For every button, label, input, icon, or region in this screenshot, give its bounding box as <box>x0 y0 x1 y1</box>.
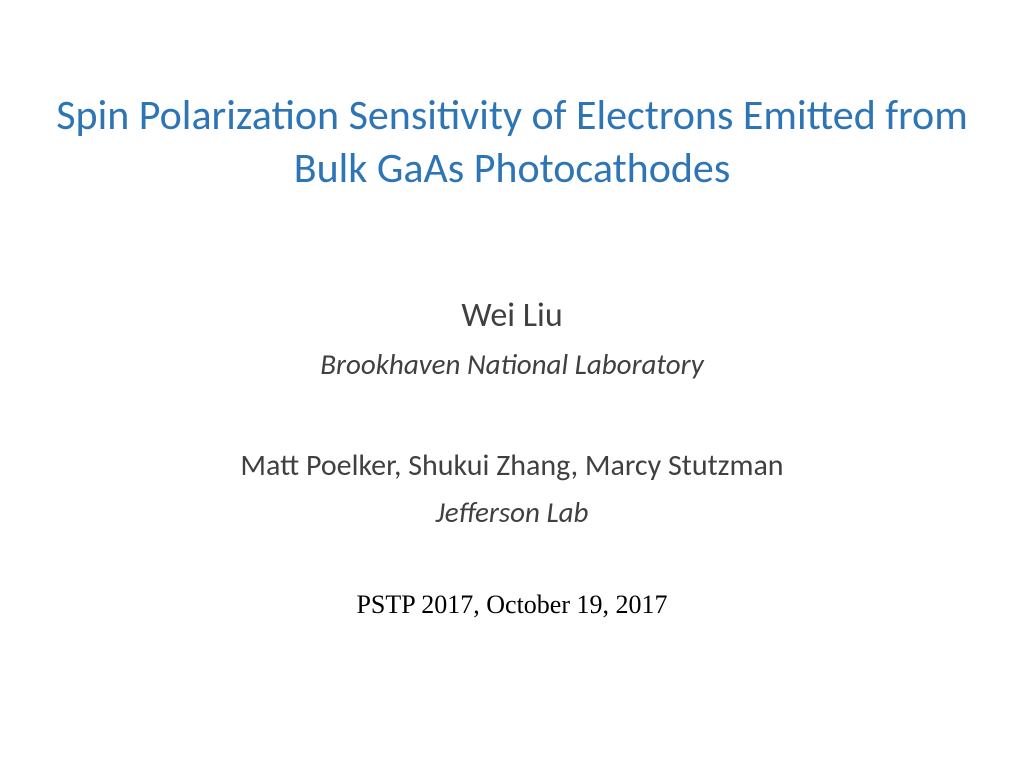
conference-info: PSTP 2017, October 19, 2017 <box>356 590 667 620</box>
slide-container: Spin Polarization Sensitivity of Electro… <box>0 0 1024 768</box>
slide-title: Spin Polarization Sensitivity of Electro… <box>52 90 972 195</box>
presenter-name: Wei Liu <box>461 295 562 336</box>
coauthors-affiliation: Jefferson Lab <box>436 494 589 530</box>
presenter-affiliation: Brookhaven National Laboratory <box>320 346 703 382</box>
coauthors: Matt Poelker, Shukui Zhang, Marcy Stutzm… <box>240 447 783 484</box>
